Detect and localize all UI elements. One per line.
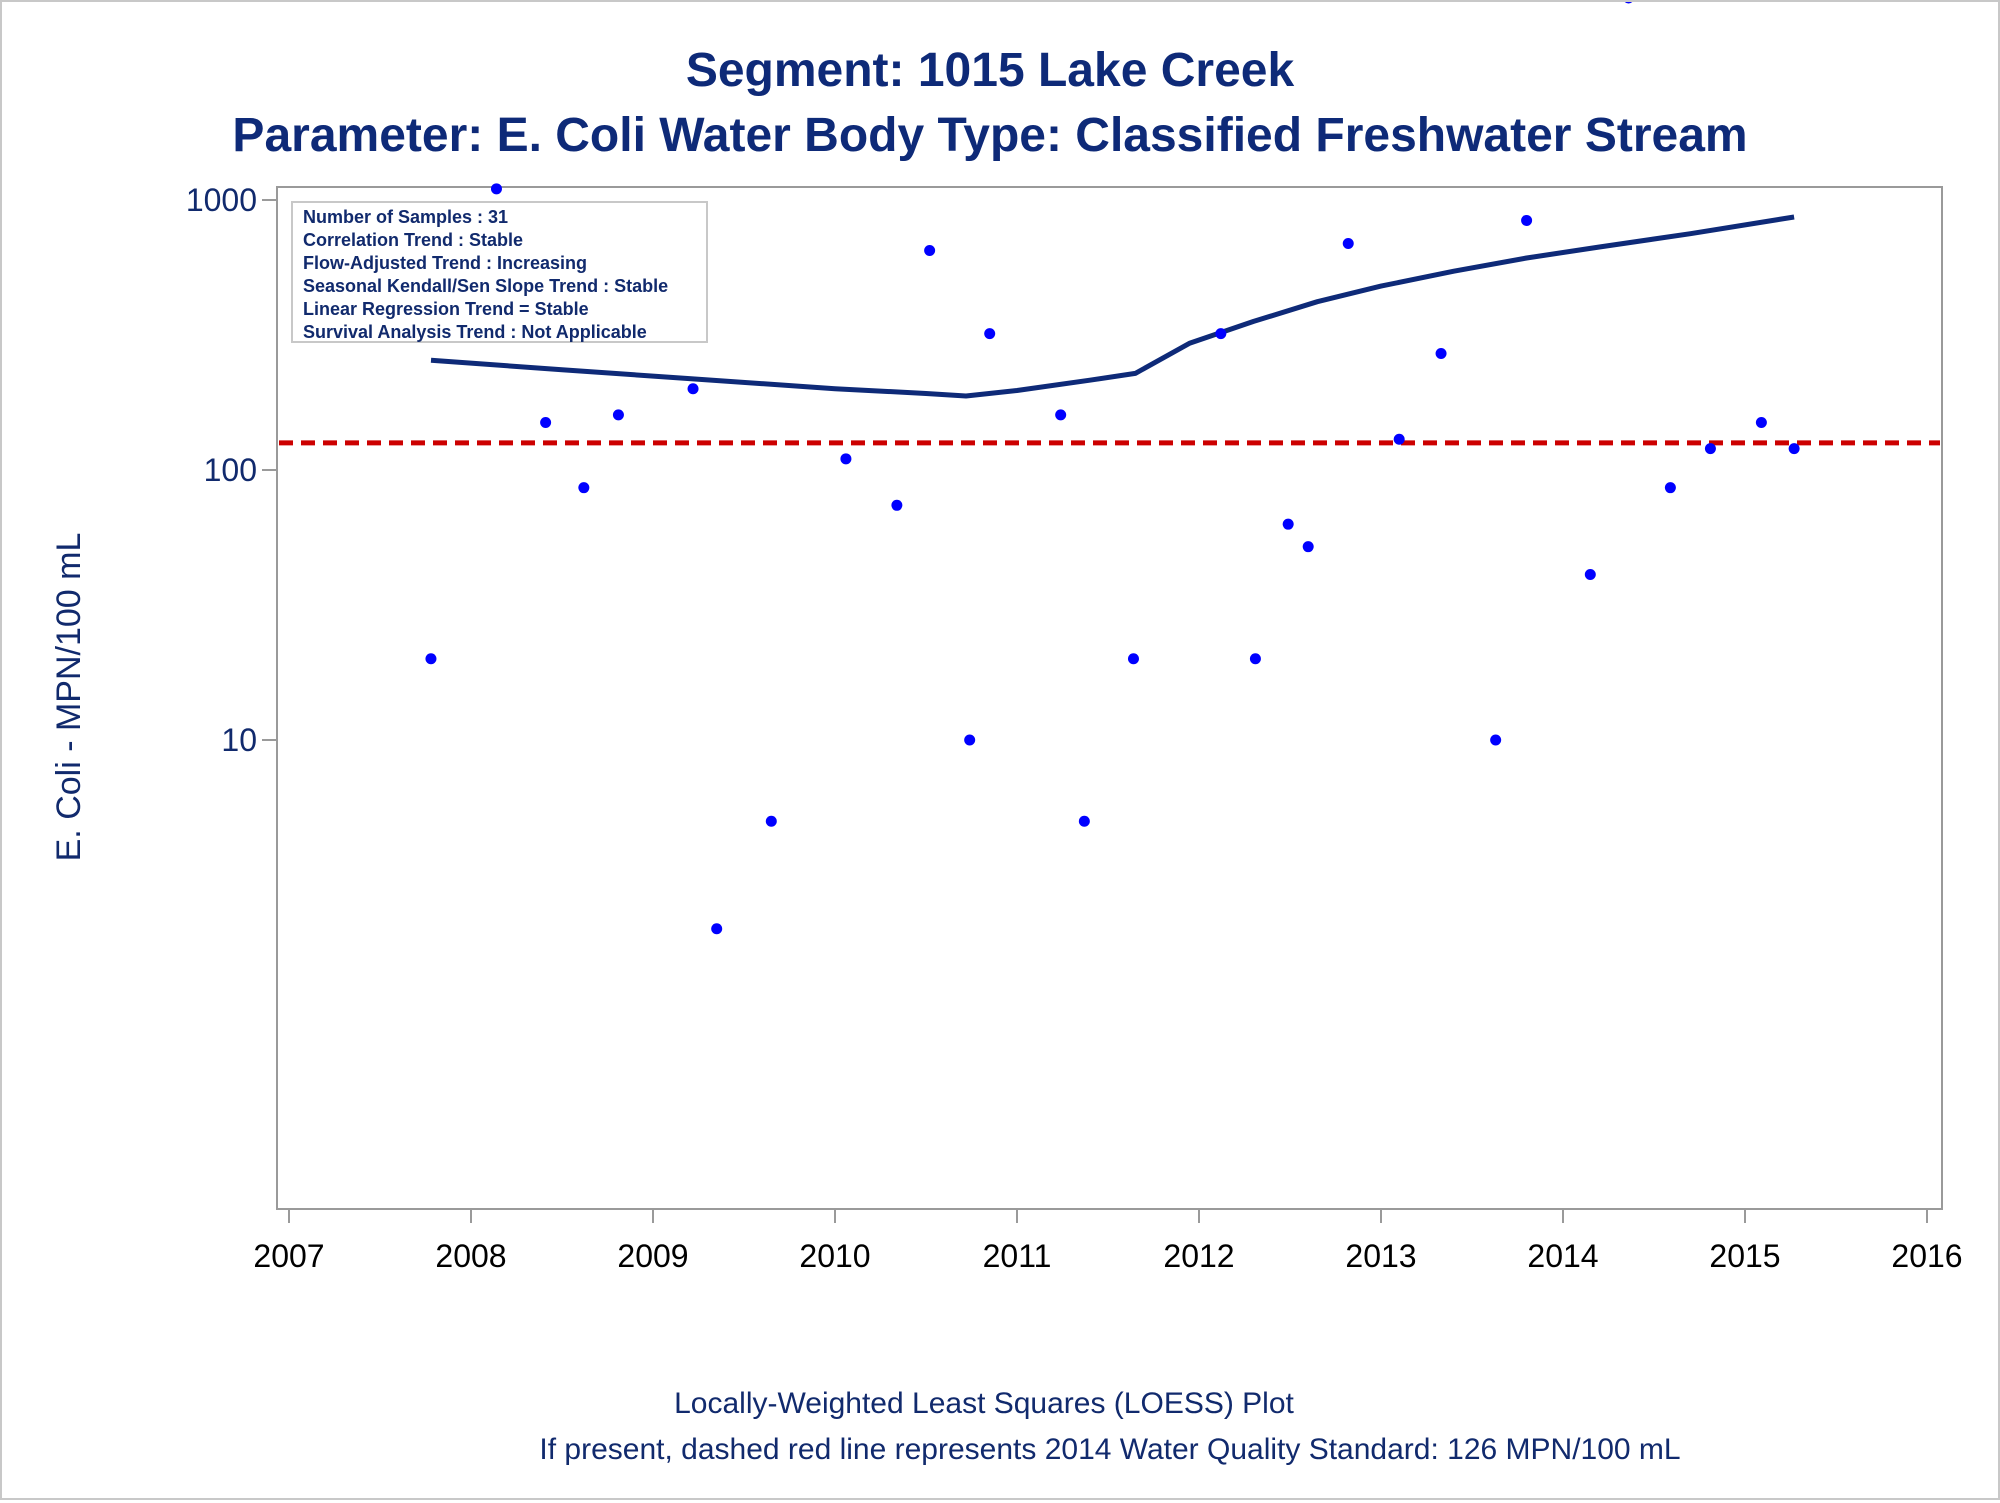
sample-point <box>891 499 903 511</box>
x-tick-label: 2013 <box>1345 1238 1416 1274</box>
sample-point <box>1521 214 1533 226</box>
sample-point <box>1490 734 1502 746</box>
x-tick-label: 2014 <box>1527 1238 1598 1274</box>
x-tick-label: 2012 <box>1163 1238 1234 1274</box>
sample-point <box>1788 443 1800 455</box>
sample-point <box>425 653 437 665</box>
footnote-loess: Locally-Weighted Least Squares (LOESS) P… <box>674 1387 1294 1420</box>
x-tick-label: 2009 <box>617 1238 688 1274</box>
stats-line-flow-adjusted: Flow-Adjusted Trend : Increasing <box>303 253 587 273</box>
sample-point <box>578 482 590 494</box>
x-tick-label: 2011 <box>983 1238 1052 1274</box>
stats-line-correlation: Correlation Trend : Stable <box>303 230 523 250</box>
sample-point <box>1078 815 1090 827</box>
plot-title-group: Segment: 1015 Lake Creek Parameter: E. C… <box>232 44 1747 162</box>
plot-area-border <box>276 186 1943 1210</box>
sample-point <box>1755 416 1767 428</box>
x-tick-label: 2015 <box>1709 1238 1780 1274</box>
data-marks <box>279 0 1940 935</box>
x-axis: 2007 2008 2009 2010 2011 2012 2013 2014 2015 2016 <box>253 1209 1963 1274</box>
sample-point <box>1435 348 1447 360</box>
chart-subtitle: Parameter: E. Coli Water Body Type: Clas… <box>232 109 1747 162</box>
sample-point <box>1215 328 1227 340</box>
sample-point <box>1664 482 1676 494</box>
y-tick-label: 1000 <box>186 182 257 218</box>
sample-point <box>711 923 723 935</box>
stats-box: Number of Samples : 31 Correlation Trend… <box>291 201 708 343</box>
sample-point <box>984 328 996 340</box>
sample-point <box>490 183 502 195</box>
sample-point <box>1127 653 1139 665</box>
x-tick-label: 2016 <box>1891 1238 1962 1274</box>
footnotes: Locally-Weighted Least Squares (LOESS) P… <box>539 1387 1680 1466</box>
sample-point <box>840 453 852 465</box>
sample-point <box>1282 518 1294 530</box>
y-axis: 10100100010000 <box>186 182 277 758</box>
sample-point <box>612 409 624 421</box>
sample-point <box>687 383 699 395</box>
sample-point <box>1704 443 1716 455</box>
stats-line-samples: Number of Samples : 31 <box>303 207 508 227</box>
sample-point <box>1623 0 1634 4</box>
x-tick-label: 2007 <box>253 1238 324 1274</box>
sample-point <box>1055 409 1067 421</box>
stats-box-frame <box>291 201 708 343</box>
stats-line-survival-analysis: Survival Analysis Trend : Not Applicable <box>303 322 647 342</box>
sample-point <box>540 416 552 428</box>
stats-line-linear-regression: Linear Regression Trend = Stable <box>303 299 589 319</box>
sample-point <box>1342 238 1354 250</box>
sample-point <box>765 815 777 827</box>
x-tick-label: 2010 <box>799 1238 870 1274</box>
chart-title: Segment: 1015 Lake Creek <box>686 44 1295 97</box>
y-tick-label: 100 <box>204 452 257 488</box>
sample-point <box>924 245 936 257</box>
y-axis-label: E. Coli - MPN/100 mL <box>50 533 88 862</box>
loess-trend-line <box>430 214 1795 399</box>
stats-line-seasonal-kendall: Seasonal Kendall/Sen Slope Trend : Stabl… <box>303 276 668 296</box>
footnote-standard: If present, dashed red line represents 2… <box>539 1433 1680 1466</box>
sample-point <box>1249 653 1261 665</box>
x-tick-label: 2008 <box>435 1238 506 1274</box>
sample-point <box>1393 433 1405 445</box>
y-tick-label: 10 <box>221 722 257 758</box>
sample-point <box>1584 569 1596 581</box>
sample-point <box>964 734 976 746</box>
sample-point <box>1302 541 1314 553</box>
